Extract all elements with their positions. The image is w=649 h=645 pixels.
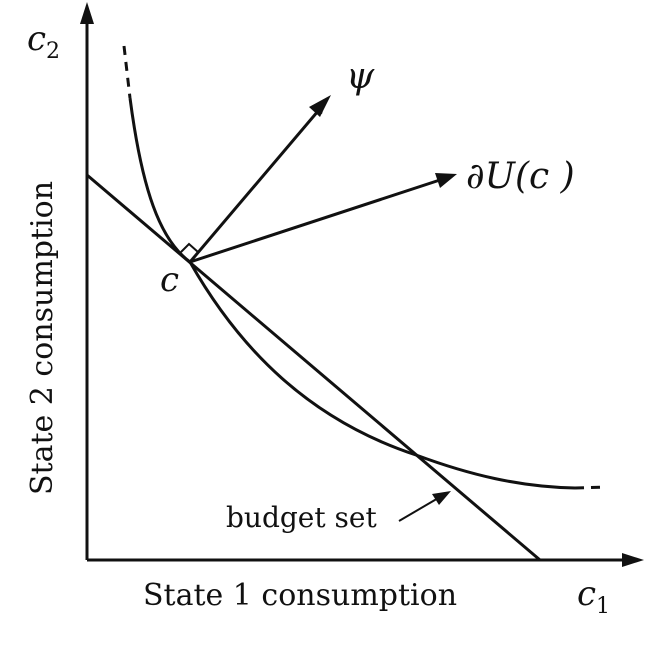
y-axis-symbol: c2 xyxy=(27,19,60,64)
x-axis-subscript: 1 xyxy=(596,594,610,619)
budget-set-label: budget set xyxy=(226,501,377,534)
x-axis-symbol: c1 xyxy=(577,574,610,619)
indifference-curve-dashed-top xyxy=(122,45,132,99)
gradient-label: ∂U(c ) xyxy=(466,156,575,197)
right-angle-marker xyxy=(180,242,199,253)
gradient-arrowhead xyxy=(435,173,457,188)
indifference-curve-dashed-bottom xyxy=(574,485,607,490)
budget-set-pointer xyxy=(398,496,441,522)
y-axis-arrowhead xyxy=(80,2,94,24)
psi-label: ψ xyxy=(346,56,375,97)
indifference-curve xyxy=(128,97,576,490)
psi-vector xyxy=(188,103,326,263)
budget-set-pointer-arrowhead xyxy=(432,491,451,505)
y-axis-subscript: 2 xyxy=(46,39,60,64)
point-label: c xyxy=(160,260,179,300)
gradient-vector xyxy=(189,176,447,264)
x-axis-arrowhead xyxy=(622,553,644,567)
y-axis-title: State 2 consumption xyxy=(25,181,60,495)
x-axis-title: State 1 consumption xyxy=(143,578,457,613)
budget-line xyxy=(86,173,541,562)
psi-arrowhead xyxy=(309,95,331,117)
